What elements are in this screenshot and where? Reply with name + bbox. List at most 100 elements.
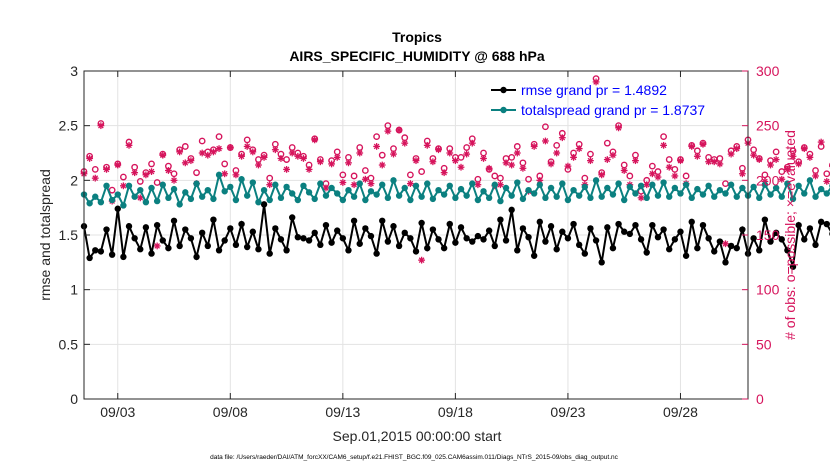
obs-evaluated-marker	[384, 128, 391, 135]
totalspread-point	[548, 185, 554, 191]
totalspread-point	[722, 190, 728, 196]
obs-evaluated-marker	[756, 156, 763, 163]
totalspread-point	[188, 196, 194, 202]
obs-evaluated-marker	[356, 150, 363, 157]
y-tick-label: 1	[70, 282, 78, 298]
totalspread-point	[660, 179, 666, 185]
rmse-point	[283, 247, 289, 253]
rmse-point	[683, 253, 689, 259]
totalspread-point	[520, 196, 526, 202]
obs-evaluated-marker	[610, 152, 617, 159]
totalspread-point	[323, 192, 329, 198]
rmse-point	[227, 225, 233, 231]
totalspread-point	[677, 190, 683, 196]
rmse-point	[734, 245, 740, 251]
totalspread-point	[542, 195, 548, 201]
rmse-point	[570, 221, 576, 227]
totalspread-point	[340, 197, 346, 203]
rmse-point	[587, 225, 593, 231]
totalspread-point	[508, 192, 514, 198]
rmse-point	[176, 243, 182, 249]
rmse-point	[244, 244, 250, 250]
rmse-point	[660, 226, 666, 232]
totalspread-point	[424, 180, 430, 186]
rmse-point	[632, 222, 638, 228]
totalspread-point	[165, 195, 171, 201]
rmse-point	[576, 242, 582, 248]
rmse-point	[340, 235, 346, 241]
rmse-point	[475, 233, 481, 239]
totalspread-point	[570, 187, 576, 193]
rmse-point	[148, 250, 154, 256]
totalspread-point	[593, 177, 599, 183]
rmse-point	[272, 225, 278, 231]
totalspread-point	[379, 182, 385, 188]
rmse-point	[525, 234, 531, 240]
rmse-point	[98, 248, 104, 254]
rmse-point	[266, 250, 272, 256]
y2-tick-label: 50	[756, 336, 772, 352]
totalspread-point	[582, 184, 588, 190]
obs-evaluated-marker	[643, 181, 650, 188]
rmse-point	[548, 223, 554, 229]
obs-evaluated-marker	[255, 162, 262, 169]
totalspread-point	[317, 180, 323, 186]
x-tick-label: 09/23	[550, 404, 585, 420]
obs-evaluated-marker	[773, 156, 780, 163]
totalspread-point	[92, 194, 98, 200]
obs-evaluated-marker	[210, 149, 217, 156]
rmse-point	[531, 253, 537, 259]
totalspread-point	[199, 194, 205, 200]
totalspread-point	[131, 194, 137, 200]
obs-evaluated-marker	[570, 154, 577, 161]
totalspread-point	[649, 182, 655, 188]
totalspread-point	[767, 191, 773, 197]
obs-evaluated-marker	[283, 166, 290, 173]
obs-evaluated-marker	[362, 176, 369, 183]
obs-evaluated-marker	[126, 142, 133, 149]
totalspread-point	[812, 194, 818, 200]
totalspread-point	[632, 190, 638, 196]
totalspread-point	[373, 191, 379, 197]
rmse-point	[655, 234, 661, 240]
totalspread-point	[233, 197, 239, 203]
totalspread-point	[143, 199, 149, 205]
obs-evaluated-marker	[154, 243, 161, 250]
totalspread-point	[272, 182, 278, 188]
totalspread-point	[739, 185, 745, 191]
rmse-point	[334, 227, 340, 233]
obs-evaluated-marker	[677, 157, 684, 164]
obs-evaluated-marker	[632, 157, 639, 164]
totalspread-point	[627, 184, 633, 190]
obs-evaluated-marker	[373, 143, 380, 150]
totalspread-point	[728, 182, 734, 188]
obs-evaluated-marker	[598, 171, 605, 178]
rmse-point	[441, 245, 447, 251]
rmse-point	[469, 238, 475, 244]
totalspread-point	[683, 182, 689, 188]
rmse-point	[216, 247, 222, 253]
obs-evaluated-marker	[142, 171, 149, 178]
y-tick-label: 0	[70, 391, 78, 407]
rmse-point	[385, 238, 391, 244]
rmse-point	[193, 254, 199, 260]
totalspread-point	[734, 194, 740, 200]
y2-axis-label: # of obs: o=possible; ×=evaluated	[782, 130, 798, 340]
totalspread-point	[126, 183, 132, 189]
totalspread-point	[604, 185, 610, 191]
rmse-point	[565, 235, 571, 241]
obs-evaluated-marker	[97, 122, 104, 129]
rmse-point	[824, 221, 830, 227]
obs-evaluated-marker	[244, 143, 251, 150]
totalspread-point	[469, 180, 475, 186]
totalspread-point	[407, 197, 413, 203]
totalspread-point	[362, 197, 368, 203]
obs-evaluated-marker	[204, 152, 211, 159]
x-axis-label: Sep.01,2015 00:00:00 start	[333, 428, 502, 444]
legend-label: rmse grand pr = 1.4892	[521, 82, 667, 98]
totalspread-point	[824, 190, 830, 196]
obs-evaluated-marker	[159, 152, 166, 159]
totalspread-point	[345, 187, 351, 193]
rmse-point	[722, 259, 728, 265]
obs-evaluated-marker	[587, 157, 594, 164]
